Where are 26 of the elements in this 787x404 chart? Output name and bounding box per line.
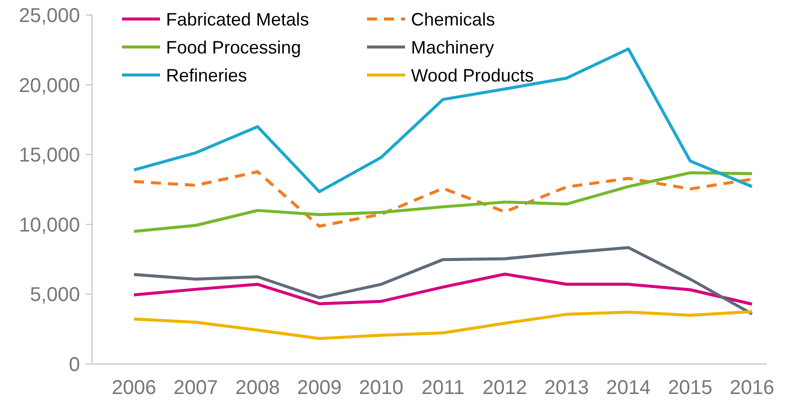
x-tick-label: 2006 [112,377,156,399]
line-series [132,310,754,340]
line-series [132,272,754,306]
x-tick-label: 2010 [358,377,404,399]
legend-label: Food Processing [166,37,302,58]
x-tick-label: 2011 [421,377,465,399]
y-tick-label: 10,000 [18,214,80,236]
x-tick-label: 2016 [730,377,774,399]
y-tick-label: 20,000 [18,74,80,97]
x-tick-label: 2007 [174,377,218,399]
line-series [132,246,754,316]
legend-label: Wood Products [411,65,534,86]
legend-label: Chemicals [411,9,496,30]
x-tick-label: 2013 [544,377,589,399]
y-tick-label: 0 [68,354,80,376]
legend-label: Fabricated Metals [166,9,310,30]
y-tick-label: 15,000 [18,144,80,167]
x-tick-label: 2009 [297,377,342,399]
legend-label: Machinery [411,37,494,58]
x-tick-label: 2014 [606,377,651,399]
x-tick-label: 2015 [668,377,712,399]
x-tick-label: 2012 [482,377,528,399]
legend-label: Refineries [166,65,248,86]
x-tick-label: 2008 [235,377,280,399]
y-tick-label: 25,000 [18,5,80,27]
y-tick-label: 5,000 [30,284,80,306]
